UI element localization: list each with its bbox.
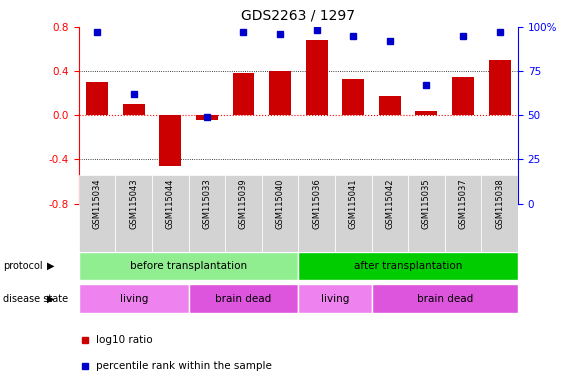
- Text: GSM115040: GSM115040: [276, 179, 284, 229]
- Title: GDS2263 / 1297: GDS2263 / 1297: [242, 9, 355, 23]
- Bar: [306, 40, 328, 115]
- FancyBboxPatch shape: [189, 284, 298, 313]
- Bar: [269, 71, 291, 115]
- Text: GSM115039: GSM115039: [239, 179, 248, 229]
- Bar: [379, 96, 401, 115]
- FancyBboxPatch shape: [79, 284, 189, 313]
- FancyBboxPatch shape: [372, 284, 518, 313]
- Text: before transplantation: before transplantation: [130, 261, 247, 271]
- FancyBboxPatch shape: [298, 284, 372, 313]
- FancyBboxPatch shape: [298, 175, 335, 252]
- Bar: [123, 104, 145, 115]
- FancyBboxPatch shape: [262, 175, 298, 252]
- FancyBboxPatch shape: [189, 175, 225, 252]
- FancyBboxPatch shape: [372, 175, 408, 252]
- Text: brain dead: brain dead: [417, 293, 473, 304]
- Bar: [342, 79, 364, 115]
- Bar: [86, 82, 108, 115]
- Text: ▶: ▶: [47, 293, 54, 304]
- Bar: [489, 60, 511, 115]
- Text: living: living: [119, 293, 148, 304]
- Text: percentile rank within the sample: percentile rank within the sample: [96, 361, 272, 371]
- FancyBboxPatch shape: [225, 175, 262, 252]
- Text: GSM115041: GSM115041: [349, 179, 358, 229]
- Text: GSM115043: GSM115043: [129, 179, 138, 229]
- FancyBboxPatch shape: [445, 175, 481, 252]
- Bar: [196, 115, 218, 120]
- Text: GSM115034: GSM115034: [93, 179, 101, 229]
- Text: log10 ratio: log10 ratio: [96, 335, 153, 345]
- Text: after transplantation: after transplantation: [354, 261, 462, 271]
- FancyBboxPatch shape: [408, 175, 445, 252]
- FancyBboxPatch shape: [335, 175, 372, 252]
- Bar: [452, 76, 474, 115]
- Text: GSM115036: GSM115036: [312, 179, 321, 229]
- FancyBboxPatch shape: [115, 175, 152, 252]
- Bar: [159, 115, 181, 166]
- Text: ▶: ▶: [47, 261, 54, 271]
- FancyBboxPatch shape: [481, 175, 518, 252]
- Bar: [415, 111, 437, 115]
- Text: brain dead: brain dead: [216, 293, 271, 304]
- Text: GSM115044: GSM115044: [166, 179, 175, 229]
- Text: GSM115038: GSM115038: [495, 179, 504, 229]
- FancyBboxPatch shape: [298, 252, 518, 280]
- Text: living: living: [321, 293, 349, 304]
- Text: disease state: disease state: [3, 293, 68, 304]
- Text: GSM115035: GSM115035: [422, 179, 431, 229]
- FancyBboxPatch shape: [79, 252, 298, 280]
- FancyBboxPatch shape: [152, 175, 189, 252]
- FancyBboxPatch shape: [79, 175, 115, 252]
- Text: GSM115042: GSM115042: [386, 179, 394, 229]
- Text: GSM115033: GSM115033: [203, 179, 211, 229]
- Text: GSM115037: GSM115037: [459, 179, 467, 229]
- Bar: [233, 73, 254, 115]
- Text: protocol: protocol: [3, 261, 42, 271]
